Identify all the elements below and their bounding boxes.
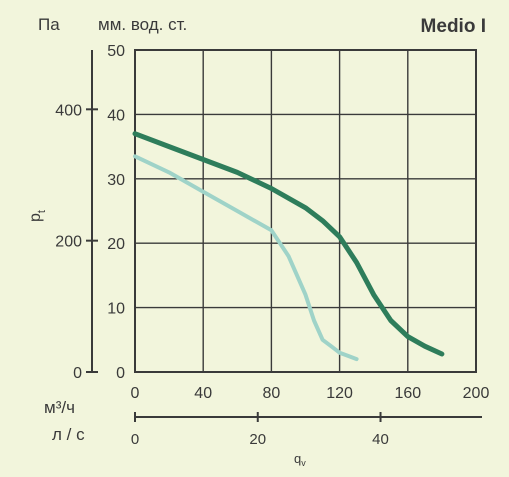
- pa-tick-label: 200: [55, 234, 82, 251]
- model-title: Medio I: [421, 16, 486, 37]
- mm-unit-label: мм. вод. ст.: [98, 15, 187, 34]
- pa-axis-ticks: 0 200 400: [55, 102, 98, 382]
- y-tick-labels: 0 10 20 30 40 50: [107, 43, 125, 382]
- y-tick-label: 20: [107, 236, 125, 253]
- y-tick-label: 30: [107, 172, 125, 189]
- y-axis-symbol: p: [27, 213, 44, 222]
- plot-frame: [134, 49, 477, 373]
- y-axis-subscript: t: [36, 210, 48, 213]
- y-tick-label: 10: [107, 301, 125, 318]
- y-tick-label: 50: [107, 43, 125, 60]
- series-line-1: [132, 131, 445, 357]
- x-axis-label: qv: [294, 451, 306, 468]
- ls-tick-label: 20: [249, 431, 266, 448]
- m3h-unit-label: м³/ч: [44, 398, 75, 417]
- x-axis-symbol: q: [294, 451, 301, 466]
- ls-tick-label: 0: [131, 431, 139, 448]
- x-tick-labels: 0 40 80 120 160 200: [131, 385, 490, 402]
- x-tick-label: 80: [263, 385, 281, 402]
- pa-unit-label: Па: [38, 15, 60, 34]
- x-tick-label: 0: [131, 385, 140, 402]
- x-tick-label: 120: [326, 385, 353, 402]
- y-tick-label: 40: [107, 107, 125, 124]
- chart-grid: [134, 49, 477, 373]
- pa-tick-label: 0: [73, 365, 82, 382]
- y-tick-label: 0: [116, 365, 125, 382]
- ls-axis-ticks: 0 20 40: [131, 412, 389, 448]
- x-axis-subscript: v: [301, 458, 306, 468]
- series-line-2: [133, 154, 359, 362]
- ls-tick-label: 40: [372, 431, 389, 448]
- chart-series: [132, 131, 445, 362]
- x-tick-label: 200: [463, 385, 490, 402]
- ls-unit-label: л / с: [52, 425, 85, 444]
- pa-tick-label: 400: [55, 102, 82, 119]
- x-tick-label: 160: [394, 385, 421, 402]
- y-axis-label: pt: [27, 210, 48, 222]
- x-tick-label: 40: [194, 385, 212, 402]
